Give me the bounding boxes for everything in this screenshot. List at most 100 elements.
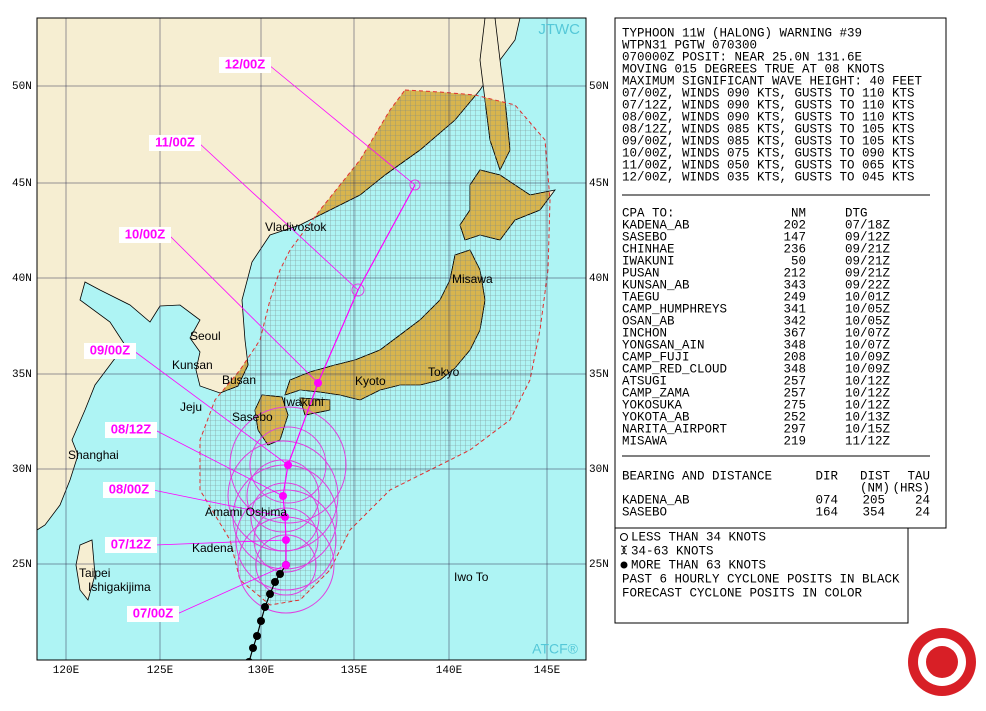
longitude-label: 130E <box>248 665 275 677</box>
cpa-cell: 343 <box>783 278 806 292</box>
time-label-box <box>127 606 179 622</box>
forecast-time-label: 08/00Z <box>109 481 150 496</box>
cpa-cell: 257 <box>783 386 806 400</box>
cpa-cell: NARITA_AIRPORT <box>622 422 728 436</box>
time-label-box <box>103 482 155 498</box>
cpa-cell: 10/07Z <box>845 338 891 352</box>
cpa-cell: CHINHAE <box>622 242 675 256</box>
bearing-cell: 24 <box>915 493 930 507</box>
cpa-header: NM <box>791 206 806 220</box>
cpa-cell: YOKOSUKA <box>622 398 683 412</box>
wind-radius <box>409 179 421 191</box>
place-label: Kadena <box>192 541 234 555</box>
warning-line: 09/00Z, WINDS 085 KTS, GUSTS TO 105 KTS <box>622 134 915 148</box>
longitude-label: 125E <box>147 665 174 677</box>
wind-radius <box>246 459 320 533</box>
longitude-label: 135E <box>341 665 368 677</box>
cpa-cell: 09/21Z <box>845 242 891 256</box>
cpa-cell: 09/22Z <box>845 278 891 292</box>
cpa-cell: 11/12Z <box>845 434 891 448</box>
cpa-cell: CAMP_ZAMA <box>622 386 690 400</box>
cpa-cell: 219 <box>783 434 806 448</box>
time-label-box <box>119 227 171 243</box>
track <box>133 64 421 660</box>
wind-radius <box>235 489 337 591</box>
place-label: Tokyo <box>428 365 460 379</box>
legend-symbol <box>620 533 628 541</box>
warning-line: 07/00Z, WINDS 090 KTS, GUSTS TO 110 KTS <box>622 86 915 100</box>
past-position <box>257 617 265 625</box>
cpa-cell: 297 <box>783 422 806 436</box>
cpa-cell: KADENA_AB <box>622 218 690 232</box>
cpa-cell: 348 <box>783 338 806 352</box>
cpa-cell: 10/05Z <box>845 314 891 328</box>
wind-radius <box>253 507 319 573</box>
cpa-cell: YOKOTA_AB <box>622 410 690 424</box>
time-label-box <box>84 343 136 359</box>
cpa-cell: 10/12Z <box>845 398 891 412</box>
warning-line: 08/00Z, WINDS 090 KTS, GUSTS TO 110 KTS <box>622 110 915 124</box>
bearing-cell: 205 <box>862 493 885 507</box>
legend-symbol <box>620 545 628 555</box>
latitude-label: 40N <box>589 273 609 285</box>
warning-line: 12/00Z, WINDS 035 KTS, GUSTS TO 045 KTS <box>622 170 915 184</box>
wind-radius <box>351 283 365 297</box>
place-label: Vladivostok <box>265 220 327 234</box>
legend-text: FORECAST CYCLONE POSITS IN COLOR <box>622 586 863 600</box>
warning-line: 070000Z POSIT: NEAR 25.0N 131.6E <box>622 50 862 64</box>
system-label: ATCF® <box>532 641 579 657</box>
cpa-cell: 09/21Z <box>845 254 891 268</box>
agency-label: JTWC <box>538 21 580 38</box>
latitude-label: 50N <box>589 81 609 93</box>
place-label: Iwakuni <box>283 395 324 409</box>
cpa-cell: 202 <box>783 218 806 232</box>
legend-symbol <box>620 561 628 569</box>
time-label-box <box>105 422 157 438</box>
past-position <box>271 578 279 586</box>
time-leader <box>152 489 286 518</box>
forecast-time-label: 09/00Z <box>90 342 131 357</box>
cpa-cell: 07/18Z <box>845 218 891 232</box>
past-position <box>253 632 261 640</box>
legend-panel <box>614 527 909 624</box>
latitude-label: 50N <box>12 81 32 93</box>
cpa-cell: KUNSAN_AB <box>622 278 690 292</box>
bearing-cell: SASEBO <box>622 505 667 519</box>
forecast-time-label: 07/00Z <box>133 605 174 620</box>
past-position <box>276 570 284 578</box>
time-label-box <box>105 537 157 553</box>
wind-radius <box>229 406 347 524</box>
legend-text: 34-63 KNOTS <box>631 544 714 558</box>
cpa-cell: MISAWA <box>622 434 668 448</box>
cpa-cell: 341 <box>783 302 806 316</box>
latitude-label: 30N <box>12 464 32 476</box>
bearing-cell: 354 <box>862 505 885 519</box>
bearing-cell: KADENA_AB <box>622 493 690 507</box>
place-label: Taipei <box>79 566 110 580</box>
cpa-cell: OSAN_AB <box>622 314 675 328</box>
cpa-cell: 367 <box>783 326 806 340</box>
cpa-cell: ATSUGI <box>622 374 667 388</box>
place-label: Jeju <box>180 400 202 414</box>
cpa-cell: 275 <box>783 398 806 412</box>
cpa-cell: 10/12Z <box>845 386 891 400</box>
past-position <box>261 603 269 611</box>
place-label: Busan <box>222 373 256 387</box>
time-label-box <box>219 57 271 73</box>
cpa-cell: 348 <box>783 362 806 376</box>
warning-line: TYPHOON 11W (HALONG) WARNING #39 <box>622 26 862 40</box>
warning-line: MAXIMUM SIGNIFICANT WAVE HEIGHT: 40 FEET <box>622 74 923 88</box>
cpa-cell: 212 <box>783 266 806 280</box>
time-leader <box>198 142 359 291</box>
latitude-label: 35N <box>589 369 609 381</box>
place-label: Iwo To <box>454 570 489 584</box>
place-label: Ishigakijima <box>88 580 151 594</box>
cpa-cell: CAMP_HUMPHREYS <box>622 302 727 316</box>
forecast-time-label: 10/00Z <box>125 226 166 241</box>
cpa-cell: 249 <box>783 290 806 304</box>
place-label: Kyoto <box>355 374 386 388</box>
forecast-time-label: 11/00Z <box>155 134 195 149</box>
place-label: Kunsan <box>172 358 213 372</box>
past-position <box>249 644 257 652</box>
time-leader <box>176 564 287 615</box>
